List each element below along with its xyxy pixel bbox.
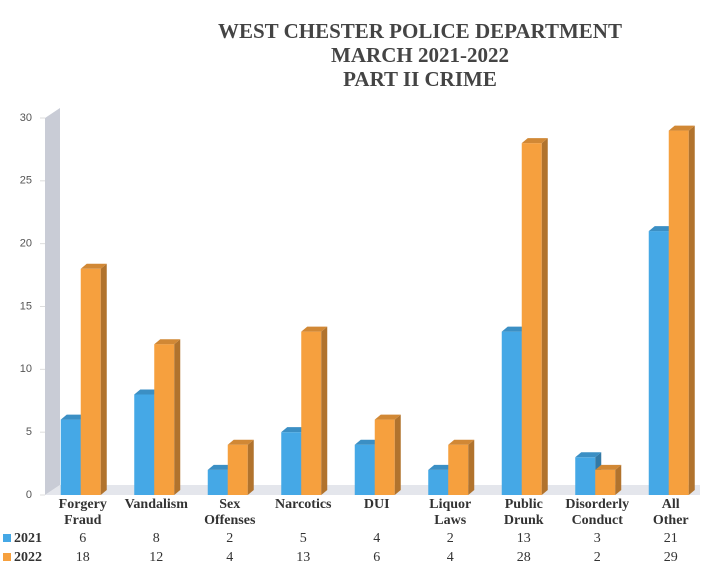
bar-side	[541, 138, 548, 495]
bar-side	[321, 326, 328, 495]
bar	[595, 469, 616, 495]
chart-title: WEST CHESTER POLICE DEPARTMENT	[218, 19, 622, 43]
x-tick-label: Disorderly Conduct	[565, 497, 629, 528]
bar-top	[60, 414, 87, 420]
table-value: 4	[447, 550, 454, 565]
bar	[428, 469, 449, 495]
bar	[575, 457, 596, 495]
bar-side	[100, 263, 107, 495]
x-tick-label: Public Drunk	[504, 497, 544, 528]
table-value: 29	[664, 550, 678, 565]
bar	[80, 268, 101, 495]
bar	[154, 344, 175, 495]
table-value: 12	[149, 550, 163, 565]
bar-side	[174, 339, 181, 495]
bar-top	[281, 427, 308, 433]
bar-top	[374, 414, 401, 420]
bar-top	[595, 464, 622, 470]
table-value: 13	[296, 550, 310, 565]
y-tick-label: 10	[20, 363, 32, 375]
table-value: 28	[517, 550, 531, 565]
bar	[354, 444, 375, 495]
bar	[521, 143, 542, 495]
bar	[374, 419, 395, 495]
bar-top	[80, 263, 107, 269]
bar-top	[648, 226, 675, 232]
bar-top	[354, 439, 381, 445]
bar-side	[247, 439, 254, 495]
y-tick-label: 15	[20, 300, 32, 312]
table-value: 6	[373, 550, 380, 565]
table-value: 6	[79, 531, 86, 546]
table-value: 5	[300, 531, 307, 546]
bar-top	[428, 464, 455, 470]
bar	[668, 130, 689, 496]
table-value: 3	[594, 531, 601, 546]
legend-swatch	[3, 534, 11, 542]
bar	[501, 331, 522, 495]
table-value: 8	[153, 531, 160, 546]
bar-top	[521, 138, 548, 144]
x-tick-label: Sex Offenses	[204, 497, 256, 528]
chart-title: MARCH 2021-2022	[331, 43, 509, 67]
bar-top	[227, 439, 254, 445]
x-tick-label: DUI	[364, 497, 390, 512]
table-value: 4	[226, 550, 233, 565]
bar-side	[688, 125, 695, 496]
legend-label: 2022	[14, 550, 42, 565]
bar	[448, 444, 469, 495]
chart-title: PART II CRIME	[343, 67, 497, 91]
back-wall	[45, 108, 60, 495]
bar-top	[207, 464, 234, 470]
table-value: 13	[517, 531, 531, 546]
bar-top	[668, 125, 695, 131]
bar	[207, 469, 228, 495]
bar	[648, 231, 669, 495]
legend-swatch	[3, 553, 11, 561]
table-value: 4	[373, 531, 380, 546]
bar	[227, 444, 248, 495]
bar-top	[301, 326, 328, 332]
x-tick-label: Narcotics	[275, 497, 332, 512]
y-tick-label: 5	[26, 426, 32, 438]
table-value: 2	[447, 531, 454, 546]
bar	[134, 394, 155, 495]
bar-side	[394, 414, 401, 495]
legend-label: 2021	[14, 531, 42, 546]
bar-side	[468, 439, 475, 495]
bar-top	[575, 452, 602, 458]
table-value: 21	[664, 531, 678, 546]
bar-top	[501, 326, 528, 332]
bar-side	[615, 464, 622, 495]
x-tick-label: Liquor Laws	[429, 497, 471, 528]
y-tick-label: 30	[20, 112, 32, 124]
x-tick-label: All Other	[653, 497, 689, 528]
table-value: 18	[76, 550, 90, 565]
table-value: 2	[594, 550, 601, 565]
bar	[301, 331, 322, 495]
table-value: 2	[226, 531, 233, 546]
bar-top	[448, 439, 475, 445]
bar	[60, 419, 81, 495]
y-tick-label: 25	[20, 175, 32, 187]
x-tick-label: Vandalism	[125, 497, 189, 512]
x-tick-label: Forgery Fraud	[59, 497, 107, 528]
bar-top	[154, 339, 181, 345]
bar	[281, 432, 302, 495]
y-tick-label: 20	[20, 238, 32, 250]
y-tick-label: 0	[26, 489, 32, 501]
bar-top	[134, 389, 161, 395]
